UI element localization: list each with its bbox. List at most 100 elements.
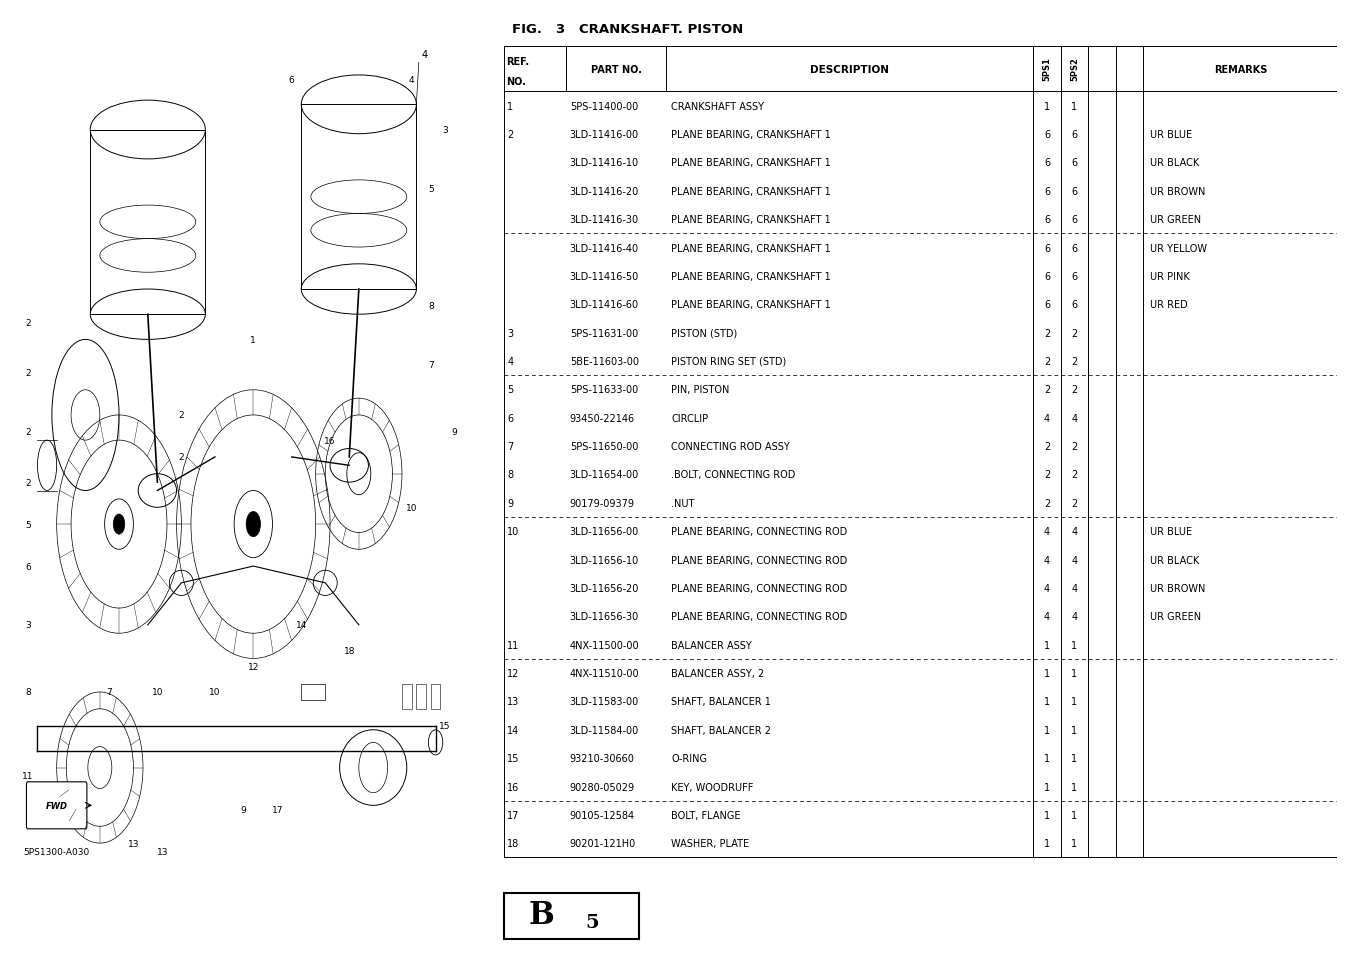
- Text: 1: 1: [1044, 781, 1050, 792]
- Text: 2: 2: [1071, 441, 1078, 452]
- Text: 5: 5: [428, 185, 434, 193]
- Text: 10: 10: [507, 527, 520, 537]
- Text: 4: 4: [1044, 527, 1050, 537]
- Text: PLANE BEARING, CRANKSHAFT 1: PLANE BEARING, CRANKSHAFT 1: [671, 272, 831, 281]
- Text: 93450-22146: 93450-22146: [570, 414, 635, 423]
- Text: 10: 10: [209, 688, 220, 697]
- Text: 4: 4: [1071, 583, 1078, 594]
- Text: 3LD-11656-00: 3LD-11656-00: [570, 527, 639, 537]
- Text: 2: 2: [1044, 328, 1050, 338]
- Text: 1: 1: [1044, 839, 1050, 848]
- Text: 4NX-11510-00: 4NX-11510-00: [570, 668, 639, 679]
- Text: 5PS-11650-00: 5PS-11650-00: [570, 441, 638, 452]
- Text: 6: 6: [1071, 272, 1078, 281]
- Text: 14: 14: [507, 725, 520, 735]
- Text: 4: 4: [1044, 612, 1050, 621]
- Text: 9: 9: [507, 498, 513, 508]
- Text: 14: 14: [296, 620, 307, 630]
- Text: 13: 13: [127, 839, 139, 848]
- Text: 2: 2: [1044, 498, 1050, 508]
- Text: 2: 2: [1071, 498, 1078, 508]
- Text: 3LD-11656-30: 3LD-11656-30: [570, 612, 639, 621]
- Text: FWD: FWD: [46, 801, 68, 810]
- Text: UR BLACK: UR BLACK: [1150, 555, 1200, 565]
- Text: 1: 1: [1071, 810, 1078, 820]
- Text: PLANE BEARING, CONNECTING ROD: PLANE BEARING, CONNECTING ROD: [671, 527, 847, 537]
- Text: 15: 15: [439, 721, 451, 730]
- Text: 6: 6: [26, 562, 31, 571]
- Text: SHAFT, BALANCER 2: SHAFT, BALANCER 2: [671, 725, 771, 735]
- Text: 5PS2: 5PS2: [1070, 57, 1079, 81]
- Text: 10: 10: [405, 503, 417, 513]
- Text: 2: 2: [26, 478, 31, 487]
- Text: CONNECTING ROD ASSY: CONNECTING ROD ASSY: [671, 441, 790, 452]
- Text: 1: 1: [1071, 697, 1078, 707]
- Text: 4NX-11500-00: 4NX-11500-00: [570, 640, 639, 650]
- Text: 1: 1: [1044, 640, 1050, 650]
- Text: 5PS-11631-00: 5PS-11631-00: [570, 328, 638, 338]
- Text: PLANE BEARING, CONNECTING ROD: PLANE BEARING, CONNECTING ROD: [671, 583, 847, 594]
- Text: 4: 4: [1071, 527, 1078, 537]
- Text: 18: 18: [507, 839, 520, 848]
- Text: 3LD-11584-00: 3LD-11584-00: [570, 725, 639, 735]
- Text: 2: 2: [1044, 441, 1050, 452]
- Text: UR BLACK: UR BLACK: [1150, 158, 1200, 169]
- Text: 7: 7: [428, 360, 434, 370]
- Text: 6: 6: [507, 414, 513, 423]
- Text: 3LD-11416-10: 3LD-11416-10: [570, 158, 639, 169]
- Text: 4: 4: [422, 50, 427, 60]
- Text: 2: 2: [1044, 470, 1050, 480]
- Text: PLANE BEARING, CRANKSHAFT 1: PLANE BEARING, CRANKSHAFT 1: [671, 130, 831, 140]
- Text: PIN, PISTON: PIN, PISTON: [671, 385, 730, 395]
- Text: UR YELLOW: UR YELLOW: [1150, 243, 1206, 253]
- Text: 3: 3: [507, 328, 513, 338]
- Text: 1: 1: [1071, 102, 1078, 112]
- Text: 8: 8: [507, 470, 513, 480]
- Text: CIRCLIP: CIRCLIP: [671, 414, 708, 423]
- Text: B: B: [528, 900, 554, 930]
- Text: 2: 2: [1071, 356, 1078, 367]
- Bar: [301, 105, 416, 290]
- Text: 2: 2: [26, 428, 31, 436]
- Text: 1: 1: [1071, 640, 1078, 650]
- Text: SHAFT, BALANCER 1: SHAFT, BALANCER 1: [671, 697, 771, 707]
- Text: 6: 6: [1044, 215, 1050, 225]
- Text: 4: 4: [1071, 414, 1078, 423]
- Text: BALANCER ASSY: BALANCER ASSY: [671, 640, 753, 650]
- Text: 13: 13: [157, 847, 169, 856]
- Text: 3LD-11416-60: 3LD-11416-60: [570, 300, 639, 310]
- Text: 2: 2: [507, 130, 513, 140]
- Text: 1: 1: [1071, 754, 1078, 763]
- Text: UR GREEN: UR GREEN: [1150, 612, 1201, 621]
- Text: 2: 2: [1071, 470, 1078, 480]
- Text: UR BLUE: UR BLUE: [1150, 527, 1192, 537]
- Text: 2: 2: [26, 369, 31, 378]
- Text: 6: 6: [1044, 272, 1050, 281]
- Text: 3LD-11656-10: 3LD-11656-10: [570, 555, 639, 565]
- Text: 5PS1: 5PS1: [1043, 57, 1051, 81]
- Text: 90179-09379: 90179-09379: [570, 498, 635, 508]
- Text: 3: 3: [442, 126, 449, 135]
- Text: 6: 6: [1044, 243, 1050, 253]
- Circle shape: [113, 515, 124, 535]
- Bar: [416, 684, 426, 709]
- Text: 6: 6: [1044, 300, 1050, 310]
- Text: 7: 7: [107, 688, 112, 697]
- Text: REMARKS: REMARKS: [1213, 65, 1267, 74]
- Text: NO.: NO.: [507, 77, 527, 87]
- Text: PLANE BEARING, CRANKSHAFT 1: PLANE BEARING, CRANKSHAFT 1: [671, 187, 831, 196]
- Text: 90105-12584: 90105-12584: [570, 810, 635, 820]
- Text: 3LD-11416-20: 3LD-11416-20: [570, 187, 639, 196]
- Text: 1: 1: [1044, 810, 1050, 820]
- Text: 12: 12: [247, 662, 259, 672]
- Text: UR BLUE: UR BLUE: [1150, 130, 1192, 140]
- Text: CRANKSHAFT ASSY: CRANKSHAFT ASSY: [671, 102, 765, 112]
- Text: 11: 11: [22, 772, 34, 781]
- Text: 4: 4: [1071, 555, 1078, 565]
- Text: 5: 5: [26, 520, 31, 529]
- Text: 6: 6: [1044, 187, 1050, 196]
- Text: 6: 6: [1044, 158, 1050, 169]
- Text: 18: 18: [343, 646, 355, 655]
- Text: 1: 1: [1071, 781, 1078, 792]
- Text: 1: 1: [1071, 668, 1078, 679]
